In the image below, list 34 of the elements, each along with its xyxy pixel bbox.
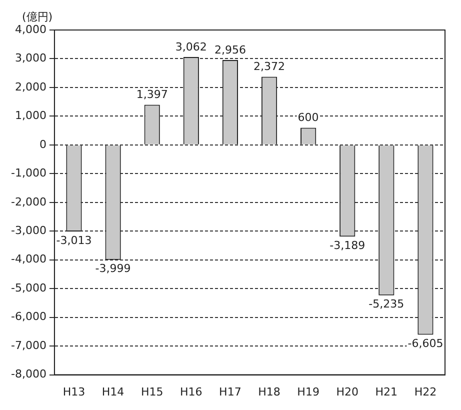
data-label: -3,189	[330, 238, 366, 252]
y-tick-label: -8,000	[10, 368, 46, 381]
y-tick-label: -4,000	[10, 252, 46, 266]
x-tick-label: H22	[414, 385, 437, 398]
data-label: -3,013	[56, 234, 92, 247]
data-label: -3,999	[95, 262, 131, 276]
x-tick-label: H15	[140, 385, 164, 398]
x-tick-label: H17	[219, 385, 242, 398]
x-tick-label: H18	[258, 385, 280, 398]
y-tick-label: 1,000	[14, 109, 46, 122]
data-label: 2,372	[254, 60, 286, 74]
y-axis-title: (億円)	[22, 10, 53, 24]
x-tick-label: H16	[180, 385, 202, 398]
x-tick-label: H19	[297, 385, 320, 398]
y-tick-label: -3,000	[10, 224, 46, 237]
y-tick-label: -6,000	[10, 310, 46, 324]
data-label: 3,062	[175, 40, 207, 54]
data-label: 600	[298, 111, 319, 124]
y-tick-label: 0	[39, 138, 46, 151]
x-tick-label: H21	[375, 385, 398, 398]
x-tick-label: H14	[102, 385, 124, 398]
y-tick-label: 2,000	[14, 80, 46, 94]
y-tick-label: 4,000	[14, 22, 46, 36]
y-tick-label: -1,000	[10, 166, 46, 180]
y-tick-label: -5,000	[10, 281, 46, 294]
y-tick-label: -7,000	[10, 338, 46, 352]
data-label: -5,235	[368, 298, 404, 311]
data-label: -6,605	[408, 337, 444, 350]
y-tick-label: -2,000	[10, 195, 46, 208]
data-label: 1,397	[136, 88, 168, 102]
x-tick-label: H20	[336, 385, 359, 398]
x-tick-label: H13	[62, 385, 86, 398]
y-tick-label: 3,000	[14, 52, 46, 65]
data-label: 2,956	[214, 43, 246, 56]
